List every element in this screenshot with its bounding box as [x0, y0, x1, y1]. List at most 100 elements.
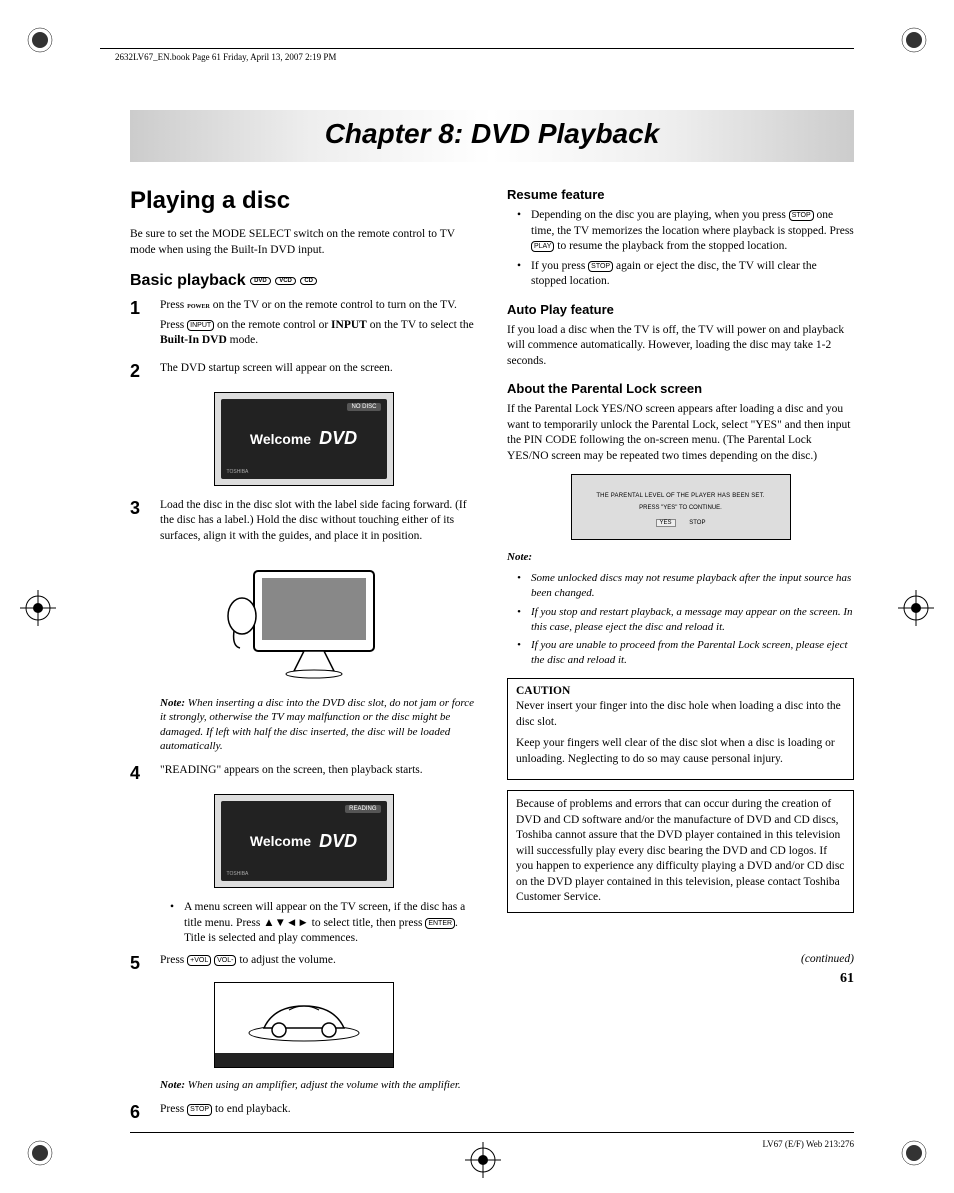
vcd-badge-icon: VCD: [275, 277, 296, 285]
autoplay-heading: Auto Play feature: [507, 302, 854, 317]
text: Press: [160, 299, 187, 311]
text: The DVD startup screen will appear on th…: [160, 361, 477, 377]
vol-up-icon: +VOL: [187, 955, 211, 966]
text: on the remote control or: [214, 319, 331, 331]
bullet: A menu screen will appear on the TV scre…: [174, 900, 477, 947]
step-6: 6 Press STOP to end playback.: [130, 1102, 477, 1123]
print-mark-br: [899, 1138, 929, 1168]
dvd-logo-icon: DVD: [319, 428, 357, 449]
step-number: 4: [130, 763, 148, 784]
note-text: When inserting a disc into the DVD disc …: [160, 697, 474, 752]
enter-button-icon: ENTER: [425, 918, 455, 929]
dvd-screen-1: NO DISC Welcome DVD TOSHIBA: [214, 392, 394, 486]
text: Load the disc in the disc slot with the …: [160, 498, 477, 545]
header-text: 2632LV67_EN.book Page 61 Friday, April 1…: [115, 52, 336, 62]
text: Press: [160, 319, 187, 331]
bullet: Some unlocked discs may not resume playb…: [521, 571, 854, 601]
step-number: 3: [130, 498, 148, 519]
resume-heading: Resume feature: [507, 187, 854, 202]
note-lead: Note:: [160, 697, 185, 709]
text: Depending on the disc you are playing, w…: [531, 209, 789, 221]
bullet: If you are unable to proceed from the Pa…: [521, 638, 854, 668]
step-number: 1: [130, 298, 148, 319]
text: to adjust the volume.: [236, 954, 335, 966]
bullet: If you press STOP again or eject the dis…: [521, 259, 854, 290]
print-mark-bl: [25, 1138, 55, 1168]
right-column: Resume feature Depending on the disc you…: [507, 187, 854, 1131]
header-rule: [100, 48, 854, 49]
parental-line1: THE PARENTAL LEVEL OF THE PLAYER HAS BEE…: [582, 493, 780, 499]
text: on the TV to select the: [367, 319, 474, 331]
note-step5: Note: When using an amplifier, adjust th…: [160, 1078, 477, 1092]
bullet: If you stop and restart playback, a mess…: [521, 605, 854, 635]
vol-down-icon: VOL-: [214, 955, 236, 966]
note-bullets: Some unlocked discs may not resume playb…: [507, 571, 854, 668]
print-mark-tr: [899, 25, 929, 55]
cd-badge-icon: CD: [300, 277, 317, 285]
step-number: 5: [130, 953, 148, 974]
screen-welcome: Welcome: [250, 833, 311, 849]
autoplay-text: If you load a disc when the TV is off, t…: [507, 323, 854, 370]
parental-heading: About the Parental Lock screen: [507, 381, 854, 396]
step-5: 5 Press +VOL VOL- to adjust the volume.: [130, 953, 477, 974]
step-4: 4 "READING" appears on the screen, then …: [130, 763, 477, 784]
intro-text: Be sure to set the MODE SELECT switch on…: [130, 227, 477, 258]
content: Chapter 8: DVD Playback Playing a disc B…: [130, 110, 854, 1113]
brand-label: TOSHIBA: [227, 871, 249, 877]
text: on the TV or on the remote control to tu…: [210, 299, 457, 311]
step4-bullets: A menu screen will appear on the TV scre…: [160, 900, 477, 947]
resume-bullets: Depending on the disc you are playing, w…: [507, 208, 854, 290]
dvd-badge-icon: DVD: [250, 277, 271, 285]
left-column: Playing a disc Be sure to set the MODE S…: [130, 187, 477, 1131]
step-body: Press +VOL VOL- to adjust the volume.: [160, 953, 477, 973]
dvd-screen-2: READING Welcome DVD TOSHIBA: [214, 794, 394, 888]
footer-rule: [130, 1132, 854, 1133]
step-body: The DVD startup screen will appear on th…: [160, 361, 477, 381]
tv-illustration: [214, 556, 394, 686]
screen-status: READING: [345, 805, 380, 813]
caution-heading: CAUTION: [516, 685, 845, 697]
text: to end playback.: [212, 1103, 291, 1115]
screen-status: NO DISC: [347, 403, 380, 411]
stop-button-icon: STOP: [789, 210, 814, 221]
sub-label: Basic playback: [130, 272, 246, 289]
screen-welcome: Welcome: [250, 431, 311, 447]
text: Press: [160, 954, 187, 966]
step-body: "READING" appears on the screen, then pl…: [160, 763, 477, 783]
stop-button-icon: STOP: [588, 261, 613, 272]
chapter-banner: Chapter 8: DVD Playback: [130, 110, 854, 162]
print-mark-ml: [20, 590, 56, 626]
dvd-logo-icon: DVD: [319, 831, 357, 852]
step-body: Press STOP to end playback.: [160, 1102, 477, 1122]
bullet: Depending on the disc you are playing, w…: [521, 208, 854, 255]
car-icon: [234, 988, 374, 1048]
step-number: 2: [130, 361, 148, 382]
subsection-heading: Basic playback DVD VCD CD: [130, 272, 477, 290]
text: to resume the playback from the stopped …: [554, 240, 787, 252]
input-bold: INPUT: [331, 319, 367, 331]
continued-label: (continued): [507, 953, 854, 965]
caution-p1: Never insert your finger into the disc h…: [516, 699, 845, 730]
step-1: 1 Press POWER on the TV or on the remote…: [130, 298, 477, 353]
power-icon: POWER: [187, 303, 210, 311]
chapter-title: Chapter 8: DVD Playback: [130, 118, 854, 150]
yes-option: YES: [656, 519, 676, 527]
page: 2632LV67_EN.book Page 61 Friday, April 1…: [0, 0, 954, 1193]
step-body: Press POWER on the TV or on the remote c…: [160, 298, 477, 353]
parental-line2: PRESS "YES" TO CONTINUE.: [582, 505, 780, 511]
note-step3: Note: When inserting a disc into the DVD…: [160, 696, 477, 753]
input-button-icon: INPUT: [187, 320, 214, 331]
print-mark-mr: [898, 590, 934, 626]
note-lead: Note:: [160, 1079, 185, 1091]
step-2: 2 The DVD startup screen will appear on …: [130, 361, 477, 382]
play-button-icon: PLAY: [531, 241, 554, 252]
note-text: When using an amplifier, adjust the volu…: [185, 1079, 461, 1091]
text: If you press: [531, 260, 588, 272]
two-column: Playing a disc Be sure to set the MODE S…: [130, 187, 854, 1131]
print-mark-tl: [25, 25, 55, 55]
page-number: 61: [507, 971, 854, 987]
step-body: Load the disc in the disc slot with the …: [160, 498, 477, 549]
stop-button-icon: STOP: [187, 1104, 212, 1115]
text: "READING" appears on the screen, then pl…: [160, 763, 477, 779]
print-mark-mb: [465, 1142, 501, 1178]
